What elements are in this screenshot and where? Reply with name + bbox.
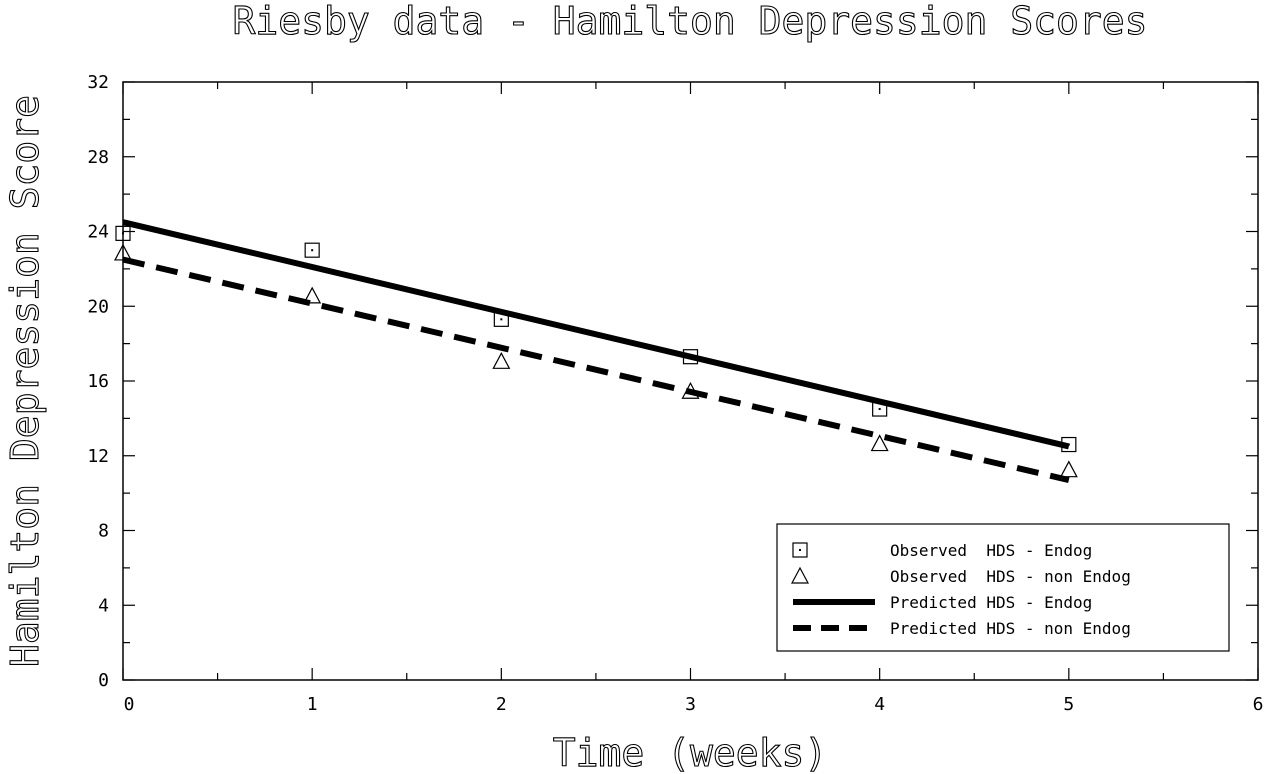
x-tick-label: 6 bbox=[1253, 694, 1264, 715]
data-point-non-endog bbox=[113, 243, 133, 261]
data-point-non-endog bbox=[1059, 460, 1078, 478]
legend-swatch-observed-endog bbox=[792, 542, 808, 558]
legend: Observed HDS - Endog Observed HDS - non E… bbox=[776, 523, 1230, 652]
data-point-non-endog bbox=[303, 286, 322, 304]
predicted-line-endog bbox=[122, 219, 1070, 450]
legend-label: Predicted HDS - Endog bbox=[890, 593, 1092, 612]
x-tick-label: 0 bbox=[124, 694, 135, 715]
series-layer bbox=[113, 219, 1078, 483]
x-tick-label: 1 bbox=[307, 694, 318, 715]
x-tick-label: 3 bbox=[685, 694, 696, 715]
y-axis-title: Hamilton Depression Score bbox=[3, 95, 47, 667]
y-tick-label: 12 bbox=[87, 446, 109, 467]
y-tick-label: 16 bbox=[87, 371, 109, 392]
x-tick-label: 5 bbox=[1063, 694, 1074, 715]
data-point-endog bbox=[493, 311, 509, 327]
legend-items: Observed HDS - Endog Observed HDS - non E… bbox=[791, 541, 1131, 638]
y-tick-label: 28 bbox=[87, 147, 109, 168]
y-tick-label: 4 bbox=[98, 595, 109, 616]
y-tick-label: 20 bbox=[87, 296, 109, 317]
data-point-endog bbox=[115, 225, 131, 241]
legend-label: Observed HDS - Endog bbox=[890, 541, 1092, 560]
data-point-endog bbox=[1061, 436, 1077, 453]
x-tick-label: 4 bbox=[874, 694, 885, 715]
data-point-non-endog bbox=[870, 434, 889, 452]
predicted-line-non-endog bbox=[122, 256, 1070, 483]
x-tick-label: 2 bbox=[496, 694, 507, 715]
chart-title: Riesby data - Hamilton Depression Scores bbox=[232, 0, 1147, 43]
legend-swatch-observed-non-endog bbox=[791, 566, 809, 584]
y-tick-label: 24 bbox=[87, 222, 109, 243]
y-tick-label: 32 bbox=[87, 72, 109, 93]
legend-label: Predicted HDS - non Endog bbox=[890, 619, 1131, 638]
legend-label: Observed HDS - non Endog bbox=[890, 567, 1131, 586]
axis-ticks bbox=[122, 81, 1259, 681]
data-point-non-endog bbox=[492, 352, 511, 369]
y-tick-label: 0 bbox=[98, 670, 109, 691]
data-point-endog bbox=[304, 242, 320, 258]
y-tick-label: 8 bbox=[98, 521, 109, 542]
x-axis-title: Time (weeks) bbox=[553, 731, 828, 774]
data-point-endog bbox=[872, 401, 888, 417]
data-point-endog bbox=[682, 349, 699, 365]
data-point-non-endog bbox=[681, 381, 700, 399]
